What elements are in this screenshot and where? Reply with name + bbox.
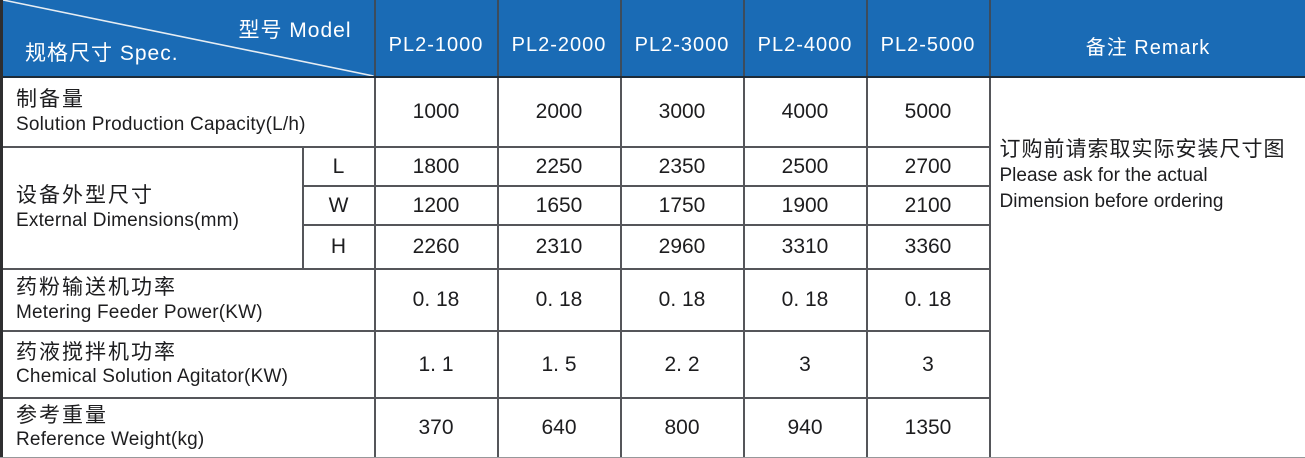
value-cell: 0. 18	[373, 268, 499, 332]
remark-note-cell: 订购前请索取实际安装尺寸图 Please ask for the actual …	[988, 76, 1305, 458]
value-cell: 0. 18	[496, 268, 622, 332]
value-cell: 5000	[865, 76, 991, 148]
model-header-pl2-3000: PL2-3000	[619, 0, 745, 78]
value-cell: 1200	[373, 185, 499, 226]
value-cell: 2100	[865, 185, 991, 226]
value-cell: 1000	[373, 76, 499, 148]
weight-label-en: Reference Weight(kg)	[16, 429, 205, 451]
value-cell: 1. 5	[496, 330, 622, 399]
value-cell: 640	[496, 397, 622, 458]
model-header-pl2-5000: PL2-5000	[865, 0, 991, 78]
value-cell: 2350	[619, 146, 745, 187]
value-cell: 0. 18	[619, 268, 745, 332]
value-cell: 3360	[865, 224, 991, 270]
capacity-label-cell: 制备量 Solution Production Capacity(L/h)	[0, 76, 376, 148]
remark-header: 备注 Remark	[988, 0, 1305, 78]
dim-sub-cell-l: L	[301, 146, 376, 187]
table-row-dim-l: 设备外型尺寸 External Dimensions(mm) L 1800 22…	[0, 146, 1305, 270]
table-row-feeder-power: 药粉输送机功率 Metering Feeder Power(KW) 0. 18 …	[0, 268, 1305, 332]
value-cell: 3	[865, 330, 991, 399]
model-header-pl2-4000: PL2-4000	[742, 0, 868, 78]
table-row-reference-weight: 参考重量 Reference Weight(kg) 370 640 800 94…	[0, 397, 1305, 458]
corner-header-cell: 型号 Model 规格尺寸 Spec.	[0, 0, 376, 78]
table-row-dim-h: H 2260 2310 2960 3310 3360	[2, 224, 1305, 270]
remark-note-zh: 订购前请索取实际安装尺寸图	[999, 138, 1286, 161]
feeder-label-en: Metering Feeder Power(KW)	[16, 301, 263, 323]
value-cell: 1650	[496, 185, 622, 226]
corner-model-label: 型号 Model	[238, 19, 352, 42]
dim-sub-cell-w: W	[301, 185, 376, 226]
dimensions-label-en: External Dimensions(mm)	[16, 209, 240, 231]
weight-label-zh: 参考重量	[16, 404, 108, 428]
model-header-pl2-2000: PL2-2000	[496, 0, 622, 78]
value-cell: 800	[619, 397, 745, 458]
value-cell: 2000	[496, 76, 622, 148]
header-row: 型号 Model 规格尺寸 Spec. PL2-1000 PL2-2000 PL…	[0, 0, 1305, 78]
feeder-label-zh: 药粉输送机功率	[16, 276, 177, 300]
diagonal-divider	[3, 0, 373, 75]
value-cell: 1900	[742, 185, 868, 226]
value-cell: 3	[742, 330, 868, 399]
value-cell: 2960	[619, 224, 745, 270]
agitator-label-en: Chemical Solution Agitator(KW)	[16, 366, 289, 388]
remark-note-en-line2: Dimension before ordering	[999, 190, 1224, 212]
agitator-label-zh: 药液搅拌机功率	[16, 340, 177, 364]
value-cell: 370	[373, 397, 499, 458]
capacity-label-zh: 制备量	[16, 88, 85, 112]
table-row-capacity: 制备量 Solution Production Capacity(L/h) 10…	[0, 76, 1305, 458]
agitator-label-cell: 药液搅拌机功率 Chemical Solution Agitator(KW)	[0, 330, 376, 399]
corner-spec-label: 规格尺寸 Spec.	[25, 42, 179, 65]
value-cell: 2700	[865, 146, 991, 187]
value-cell: 3000	[619, 76, 745, 148]
value-cell: 1800	[373, 146, 499, 187]
value-cell: 3310	[742, 224, 868, 270]
value-cell: 2310	[496, 224, 622, 270]
value-cell: 940	[742, 397, 868, 458]
value-cell: 0. 18	[742, 268, 868, 332]
value-cell: 2250	[496, 146, 622, 187]
value-cell: 1750	[619, 185, 745, 226]
table-row-dim-w: W 1200 1650 1750 1900 2100	[2, 185, 1305, 226]
remark-note-en-line1: Please ask for the actual	[999, 165, 1208, 187]
model-header-pl2-1000: PL2-1000	[373, 0, 499, 78]
value-cell: 0. 18	[865, 268, 991, 332]
weight-label-cell: 参考重量 Reference Weight(kg)	[0, 397, 376, 458]
value-cell: 1350	[865, 397, 991, 458]
dimensions-label-cell: 设备外型尺寸 External Dimensions(mm)	[0, 146, 304, 270]
feeder-label-cell: 药粉输送机功率 Metering Feeder Power(KW)	[0, 268, 376, 332]
capacity-label-en: Solution Production Capacity(L/h)	[16, 113, 306, 135]
dim-sub-cell-h: H	[301, 224, 376, 270]
value-cell: 1. 1	[373, 330, 499, 399]
value-cell: 2. 2	[619, 330, 745, 399]
dimensions-label-zh: 设备外型尺寸	[16, 184, 154, 208]
value-cell: 2500	[742, 146, 868, 187]
table-row-agitator-power: 药液搅拌机功率 Chemical Solution Agitator(KW) 1…	[0, 330, 1305, 399]
value-cell: 4000	[742, 76, 868, 148]
value-cell: 2260	[373, 224, 499, 270]
